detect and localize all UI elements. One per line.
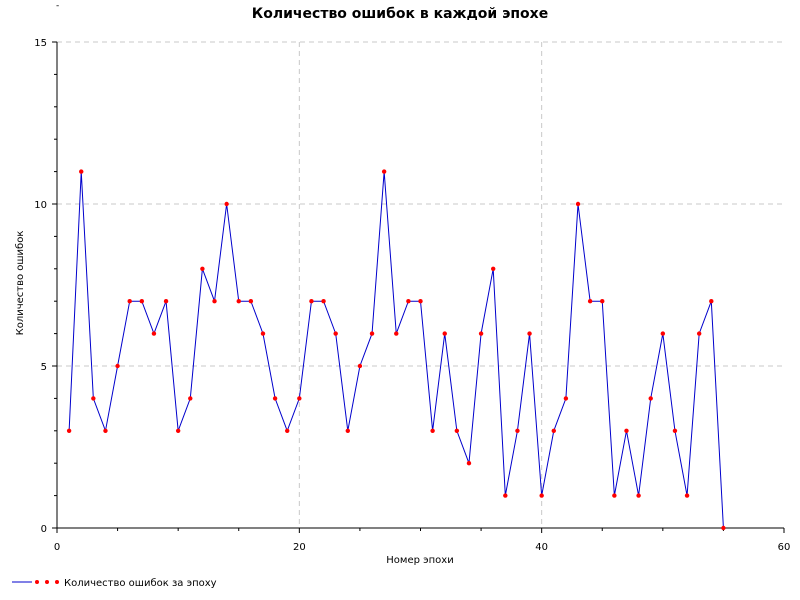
- data-point: [345, 428, 350, 433]
- data-point: [672, 428, 678, 433]
- data-point: [539, 493, 544, 498]
- data-point: [139, 299, 145, 304]
- data-point: [454, 428, 460, 433]
- legend-marker-swatch: [55, 580, 59, 584]
- y-tick-label: 15: [34, 38, 47, 49]
- y-tick-label: 0: [41, 524, 47, 535]
- y-axis-label: Количество ошибок: [15, 231, 26, 336]
- grid: [57, 41, 784, 528]
- legend-marker-swatch: [45, 580, 49, 584]
- data-point: [175, 428, 181, 433]
- data-point: [248, 299, 254, 304]
- data-point: [515, 428, 520, 433]
- data-point: [660, 331, 666, 336]
- data-point: [527, 331, 532, 336]
- data-point: [491, 266, 496, 271]
- data-point: [466, 461, 472, 466]
- legend-marker-swatch: [35, 580, 39, 584]
- data-point: [696, 331, 702, 336]
- data-point: [636, 493, 641, 498]
- data-point: [103, 428, 108, 433]
- x-tick-label: 20: [293, 542, 306, 553]
- data-point: [381, 169, 387, 174]
- data-point: [285, 428, 290, 433]
- data-point: [587, 299, 593, 304]
- y-tick-label: 5: [41, 362, 47, 373]
- data-point: [394, 331, 399, 336]
- data-point: [442, 331, 447, 336]
- data-point: [151, 331, 157, 336]
- data-point: [357, 363, 363, 369]
- legend: Количество ошибок за эпоху: [12, 578, 217, 589]
- data-point: [200, 266, 205, 271]
- legend-label: Количество ошибок за эпоху: [64, 578, 217, 589]
- data-point: [321, 299, 326, 304]
- data-point: [127, 299, 132, 304]
- data-point: [212, 299, 217, 304]
- data-point: [309, 299, 314, 304]
- data-point: [224, 201, 229, 207]
- data-point: [163, 299, 169, 304]
- data-point: [600, 299, 605, 304]
- x-tick-label: 0: [54, 542, 60, 553]
- series-line: [68, 171, 724, 529]
- data-point: [563, 396, 569, 401]
- data-point: [115, 363, 120, 369]
- data-point: [406, 299, 411, 304]
- series-layer: [66, 169, 726, 531]
- x-tick-label: 60: [778, 542, 791, 553]
- data-point: [648, 396, 653, 401]
- axes: 0 20 40 60 0 5 10 15: [34, 38, 790, 553]
- data-point: [612, 493, 617, 498]
- data-point: [260, 331, 266, 336]
- data-point: [297, 396, 302, 401]
- data-point: [624, 428, 629, 433]
- data-point: [418, 299, 423, 304]
- data-point: [503, 493, 508, 498]
- data-point: [709, 299, 714, 304]
- data-point: [188, 396, 193, 401]
- chart-title: Количество ошибок в каждой эпохе: [251, 6, 549, 22]
- data-point: [684, 493, 690, 498]
- data-point: [369, 331, 375, 336]
- data-point: [79, 169, 84, 174]
- data-point: [66, 428, 72, 433]
- x-tick-label: 40: [535, 542, 548, 553]
- data-point: [91, 396, 96, 401]
- corner-mark: -: [56, 1, 60, 11]
- data-point: [721, 525, 726, 531]
- data-point: [551, 428, 556, 433]
- x-axis-label: Номер эпохи: [386, 555, 453, 566]
- y-tick-label: 10: [34, 200, 47, 211]
- data-point: [333, 331, 338, 336]
- data-point: [478, 331, 484, 336]
- data-point: [272, 396, 278, 401]
- data-point: [236, 299, 241, 304]
- data-point: [575, 201, 581, 207]
- data-point: [430, 428, 435, 433]
